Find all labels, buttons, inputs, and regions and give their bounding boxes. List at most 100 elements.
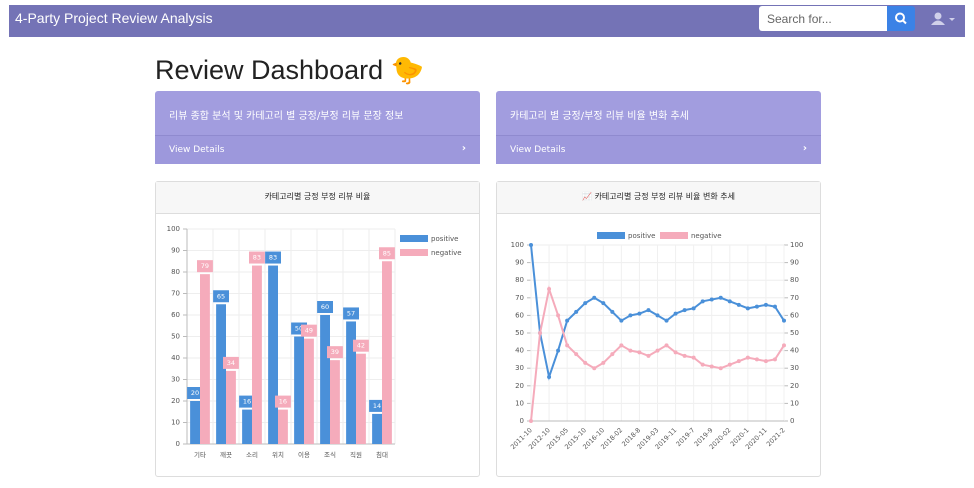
search-input[interactable]: Search for... xyxy=(759,6,887,31)
user-menu[interactable] xyxy=(928,10,958,28)
x-tick-label: 2019-7 xyxy=(675,426,697,448)
search-button[interactable] xyxy=(887,6,915,31)
point xyxy=(619,343,624,348)
card-link[interactable]: View Details xyxy=(510,145,566,155)
y-tick-label: 100 xyxy=(167,225,180,233)
card-footer[interactable]: View Details › xyxy=(155,135,480,164)
point xyxy=(673,350,678,355)
value-label: 16 xyxy=(243,398,251,406)
point xyxy=(772,304,777,309)
y-tick-label: 20 xyxy=(171,397,180,405)
y-tick-label: 30 xyxy=(171,376,180,384)
value-label-box xyxy=(343,307,359,320)
chart-header: 카테고리별 긍정 부정 리뷰 비율 xyxy=(156,182,479,214)
x-tick-label: 위치 xyxy=(272,450,284,459)
point xyxy=(529,243,533,247)
point xyxy=(538,331,543,335)
y-tick-label: 20 xyxy=(515,382,524,390)
y-tick-label: 40 xyxy=(790,347,799,355)
card-link[interactable]: View Details xyxy=(169,145,225,155)
point xyxy=(782,318,786,323)
point xyxy=(718,366,723,371)
y-tick-label: 40 xyxy=(171,354,180,362)
point xyxy=(565,343,570,348)
point xyxy=(637,311,642,316)
chart-title: 카테고리별 긍정 부정 리뷰 비율 변화 추세 xyxy=(594,192,735,201)
legend-swatch xyxy=(400,249,428,256)
point xyxy=(610,352,615,357)
x-tick-label: 이용 xyxy=(298,450,310,459)
point xyxy=(709,297,714,302)
point xyxy=(556,313,561,318)
y-tick-label: 60 xyxy=(515,311,524,319)
info-card[interactable]: 리뷰 종합 분석 및 카테고리 별 긍정/부정 리뷰 문장 정보 View De… xyxy=(155,91,480,164)
y-tick-label: 20 xyxy=(790,382,799,390)
y-tick-label: 90 xyxy=(171,247,180,255)
legend-label: negative xyxy=(691,232,722,240)
x-tick-label: 조식 xyxy=(324,450,336,459)
y-tick-label: 60 xyxy=(171,311,180,319)
point xyxy=(754,304,759,309)
point xyxy=(673,311,678,316)
bar xyxy=(294,336,304,444)
value-label: 57 xyxy=(347,309,355,317)
x-tick-label: 2021-2 xyxy=(765,426,787,448)
y-tick-label: 100 xyxy=(511,241,524,249)
value-label: 42 xyxy=(357,342,365,350)
value-label: 83 xyxy=(269,254,277,262)
bar xyxy=(216,304,226,444)
point xyxy=(637,350,642,355)
y-tick-label: 0 xyxy=(520,417,524,425)
point xyxy=(610,309,615,314)
point xyxy=(655,313,660,318)
point xyxy=(583,360,588,365)
point xyxy=(574,309,579,314)
legend-swatch xyxy=(400,235,428,242)
bar xyxy=(304,338,314,444)
point xyxy=(574,352,579,357)
legend-label: positive xyxy=(628,232,655,240)
point xyxy=(682,308,687,313)
card-footer[interactable]: View Details › xyxy=(496,135,821,164)
point xyxy=(709,364,714,369)
x-tick-label: 기타 xyxy=(194,450,206,459)
y-tick-label: 50 xyxy=(790,329,799,337)
value-label-box xyxy=(223,356,239,369)
y-tick-label: 80 xyxy=(171,268,180,276)
search-icon xyxy=(895,12,907,25)
bar xyxy=(200,274,210,444)
value-label-box xyxy=(197,260,213,273)
y-tick-label: 0 xyxy=(176,440,180,448)
point xyxy=(727,299,732,304)
chevron: › xyxy=(461,143,466,154)
y-tick-label: 60 xyxy=(790,311,799,319)
value-label-box xyxy=(369,399,385,412)
value-label-box xyxy=(327,346,343,359)
y-tick-label: 100 xyxy=(790,241,803,249)
chart-card: 📈 카테고리별 긍정 부정 리뷰 비율 변화 추세 xyxy=(496,181,821,477)
y-tick-label: 90 xyxy=(515,259,524,267)
point xyxy=(782,343,786,348)
point xyxy=(664,318,669,323)
y-tick-label: 70 xyxy=(171,290,180,298)
point xyxy=(772,357,777,362)
info-card[interactable]: 카테고리 별 긍정/부정 리뷰 비율 변화 추세 View Details › xyxy=(496,91,821,164)
y-tick-label: 70 xyxy=(790,294,799,302)
value-label: 14 xyxy=(373,402,381,410)
point xyxy=(763,302,768,307)
value-label-box xyxy=(265,251,281,264)
point xyxy=(583,301,588,306)
point xyxy=(547,287,552,291)
point xyxy=(664,343,669,348)
point xyxy=(601,301,606,306)
point xyxy=(736,359,741,364)
point xyxy=(601,360,606,365)
y-tick-label: 90 xyxy=(790,259,799,267)
point xyxy=(628,348,633,353)
chart-title: 카테고리별 긍정 부정 리뷰 비율 xyxy=(264,192,371,201)
legend-label: positive xyxy=(431,235,458,243)
bar xyxy=(382,261,392,444)
brand[interactable]: 4-Party Project Review Analysis xyxy=(15,10,213,26)
bar xyxy=(268,265,278,444)
point xyxy=(628,313,633,318)
